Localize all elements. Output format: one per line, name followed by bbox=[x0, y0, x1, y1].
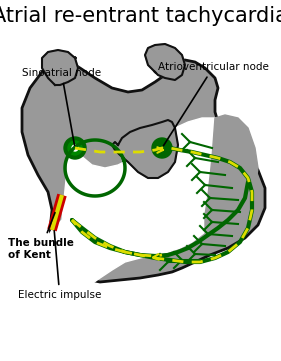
Circle shape bbox=[152, 138, 172, 158]
Text: The bundle
of Kent: The bundle of Kent bbox=[8, 213, 74, 260]
Circle shape bbox=[72, 145, 78, 151]
Circle shape bbox=[68, 141, 82, 155]
Polygon shape bbox=[205, 115, 258, 238]
Polygon shape bbox=[112, 120, 178, 178]
Polygon shape bbox=[145, 44, 185, 80]
Text: Atrial re-entrant tachycardia: Atrial re-entrant tachycardia bbox=[0, 6, 281, 26]
Text: Sinoatrial node: Sinoatrial node bbox=[22, 68, 101, 145]
Text: Electric impulse: Electric impulse bbox=[18, 231, 101, 300]
Polygon shape bbox=[22, 56, 265, 282]
Polygon shape bbox=[42, 118, 248, 292]
Circle shape bbox=[64, 137, 86, 159]
Text: Atrioventricular node: Atrioventricular node bbox=[158, 62, 269, 145]
Polygon shape bbox=[42, 50, 78, 85]
